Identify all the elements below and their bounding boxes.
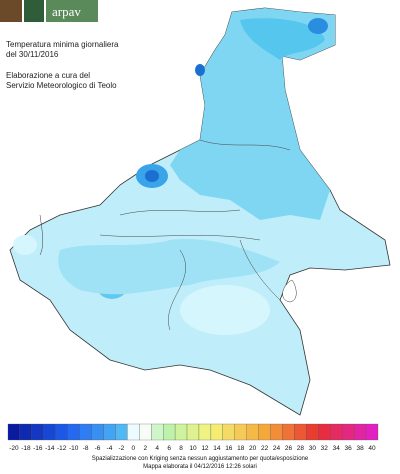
- scale-label: 20: [249, 445, 257, 452]
- cold-spot: [145, 170, 159, 182]
- scale-label: -10: [69, 445, 79, 452]
- scale-swatch: [330, 423, 343, 441]
- scale-label: -4: [107, 445, 113, 452]
- scale-label: 18: [237, 445, 245, 452]
- footer-note: Mappa elaborata il 04/12/2016 12:26 sola…: [143, 464, 257, 470]
- scale-swatch: [127, 423, 140, 441]
- scale-label: 30: [309, 445, 317, 452]
- lagoon: [282, 279, 297, 303]
- credit: Elaborazione a cura del: [6, 71, 90, 80]
- logo-image: [0, 0, 22, 22]
- cold-spot: [195, 64, 205, 76]
- scale-swatch: [91, 423, 104, 441]
- scale-swatch: [270, 423, 283, 441]
- scale-swatch: [294, 423, 307, 441]
- scale-label: 38: [356, 445, 364, 452]
- credit: Servizio Meteorologico di Teolo: [6, 81, 117, 90]
- scale-swatch: [151, 423, 164, 441]
- scale-label: 16: [225, 445, 233, 452]
- cold-zone: [240, 18, 325, 60]
- scale-swatch: [163, 423, 176, 441]
- scale-swatch: [43, 423, 56, 441]
- logo-text: arpav: [52, 4, 81, 19]
- scale-label: 32: [321, 445, 329, 452]
- scale-label: 6: [167, 445, 171, 452]
- scale-label: 24: [273, 445, 281, 452]
- scale-label: 28: [297, 445, 305, 452]
- scale-label: -6: [95, 445, 101, 452]
- scale-label: 0: [132, 445, 136, 452]
- scale-label: -18: [21, 445, 31, 452]
- scale-label: 14: [213, 445, 221, 452]
- cold-zone: [170, 8, 335, 220]
- scale-label: -12: [57, 445, 67, 452]
- logo-box: [46, 0, 98, 22]
- scale-swatch: [67, 423, 80, 441]
- scale-swatch: [353, 423, 367, 441]
- color-scale: -20 -18 -16 -14 -12 -10 -8 -6 -4 -2 0 2 4 6 8 10 12 14 16 1…: [7, 423, 379, 452]
- scale-label: -16: [33, 445, 43, 452]
- scale-swatch: [103, 423, 116, 441]
- scale-label: 12: [201, 445, 209, 452]
- scale-label: -14: [45, 445, 55, 452]
- scale-swatch: [365, 423, 379, 441]
- scale-swatch: [19, 423, 33, 441]
- footer-note: Spazializzazione con Kriging senza nessu…: [92, 456, 309, 462]
- mild-zone: [13, 235, 37, 255]
- scale-label: 26: [285, 445, 293, 452]
- scale-label: -2: [118, 445, 124, 452]
- map-title: Temperatura minima giornaliera: [6, 40, 119, 49]
- scale-swatch: [198, 423, 212, 441]
- scale-label: 10: [189, 445, 197, 452]
- map: [9, 7, 391, 416]
- scale-label: 2: [143, 445, 147, 452]
- scale-swatch: [306, 423, 319, 441]
- scale-swatch: [234, 423, 247, 441]
- scale-swatch: [55, 423, 68, 441]
- scale-label: 22: [261, 445, 269, 452]
- scale-swatch: [139, 423, 152, 441]
- scale-swatch: [7, 423, 21, 441]
- scale-swatch: [210, 423, 223, 441]
- scale-label: 8: [179, 445, 183, 452]
- scale-swatch: [31, 423, 44, 441]
- scale-swatch: [282, 423, 295, 441]
- scale-swatch: [258, 423, 271, 441]
- map-date: del 30/11/2016: [6, 50, 59, 59]
- scale-swatch: [79, 423, 92, 441]
- scale-swatch: [342, 423, 355, 441]
- scale-label: 36: [345, 445, 353, 452]
- scale-swatch: [246, 423, 259, 441]
- mild-zone: [180, 285, 270, 335]
- cold-spot: [308, 18, 328, 34]
- lake: [39, 214, 43, 256]
- logo-mark: [24, 0, 44, 22]
- scale-label: 40: [368, 445, 376, 452]
- scale-label: -8: [83, 445, 89, 452]
- scale-label: 34: [333, 445, 341, 452]
- scale-swatch: [222, 423, 235, 441]
- scale-label: -20: [9, 445, 19, 452]
- scale-swatch: [318, 423, 331, 441]
- scale-swatch: [186, 423, 200, 441]
- mid-zone: [58, 239, 281, 295]
- province-border: [99, 139, 291, 331]
- scale-swatch: [174, 423, 188, 441]
- scale-swatch: [115, 423, 128, 441]
- scale-label: 4: [155, 445, 159, 452]
